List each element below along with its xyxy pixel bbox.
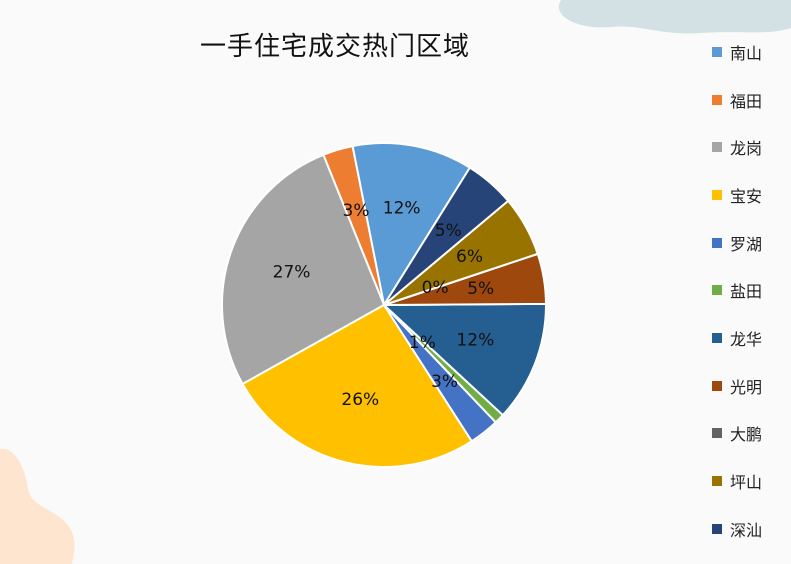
- legend-label: 南山: [730, 43, 763, 63]
- pie-slice-0: [351, 142, 471, 306]
- chart-legend: 南山福田龙岗宝安罗湖盐田龙华光明大鹏坪山深汕: [712, 28, 762, 553]
- pie-slice-6: [383, 302, 547, 417]
- legend-swatch: [712, 476, 722, 487]
- legend-swatch: [712, 332, 722, 343]
- pie-data-label-7: 5%: [467, 279, 494, 299]
- pie-data-label-9: 6%: [456, 247, 483, 267]
- legend-swatch: [712, 46, 722, 57]
- legend-label: 盐田: [730, 282, 763, 302]
- legend-label: 福田: [730, 91, 763, 111]
- pie-data-label-2: 27%: [273, 262, 311, 282]
- pie-data-label-8: 0%: [422, 278, 449, 298]
- legend-item: 大鹏: [712, 410, 762, 458]
- pie-data-label-1: 3%: [343, 201, 370, 221]
- pie-slice-10: [383, 166, 510, 306]
- decorative-blob-top-right: [558, 0, 791, 34]
- legend-item: 盐田: [712, 266, 762, 314]
- legend-swatch: [712, 189, 722, 200]
- legend-swatch: [712, 142, 722, 153]
- pie-data-label-4: 3%: [431, 372, 458, 392]
- legend-label: 大鹏: [730, 425, 763, 445]
- legend-swatch: [712, 428, 722, 439]
- pie-slices: [221, 142, 547, 468]
- legend-swatch: [712, 285, 722, 296]
- chart-title: 一手住宅成交热门区域: [199, 32, 470, 62]
- legend-label: 罗湖: [730, 234, 763, 254]
- legend-item: 龙华: [712, 314, 762, 362]
- legend-label: 龙华: [730, 329, 763, 349]
- legend-label: 坪山: [730, 473, 763, 493]
- legend-item: 罗湖: [712, 219, 762, 267]
- pie-data-label-10: 5%: [435, 221, 462, 241]
- legend-label: 龙岗: [730, 139, 763, 159]
- legend-item: 龙岗: [712, 123, 762, 171]
- legend-item: 坪山: [712, 457, 762, 505]
- legend-label: 光明: [730, 377, 763, 397]
- legend-label: 深汕: [730, 520, 763, 540]
- pie-data-label-0: 12%: [383, 199, 421, 219]
- legend-item: 深汕: [712, 505, 762, 553]
- legend-swatch: [712, 237, 722, 248]
- pie-data-label-5: 1%: [409, 333, 436, 353]
- legend-swatch: [712, 380, 722, 391]
- legend-item: 福田: [712, 76, 762, 124]
- pie-data-label-3: 26%: [341, 390, 379, 410]
- legend-swatch: [712, 523, 722, 534]
- pie-slice-3: [241, 304, 473, 468]
- pie-data-label-6: 12%: [456, 330, 494, 350]
- legend-label: 宝安: [730, 186, 763, 206]
- pie-data-labels: 12% 3% 27% 26% 3% 1% 12% 5% 0% 6% 5%: [273, 199, 495, 410]
- legend-item: 南山: [712, 28, 762, 76]
- legend-item: 宝安: [712, 171, 762, 219]
- legend-item: 光明: [712, 362, 762, 410]
- legend-swatch: [712, 94, 722, 105]
- decorative-blob-bottom-left: [0, 449, 75, 564]
